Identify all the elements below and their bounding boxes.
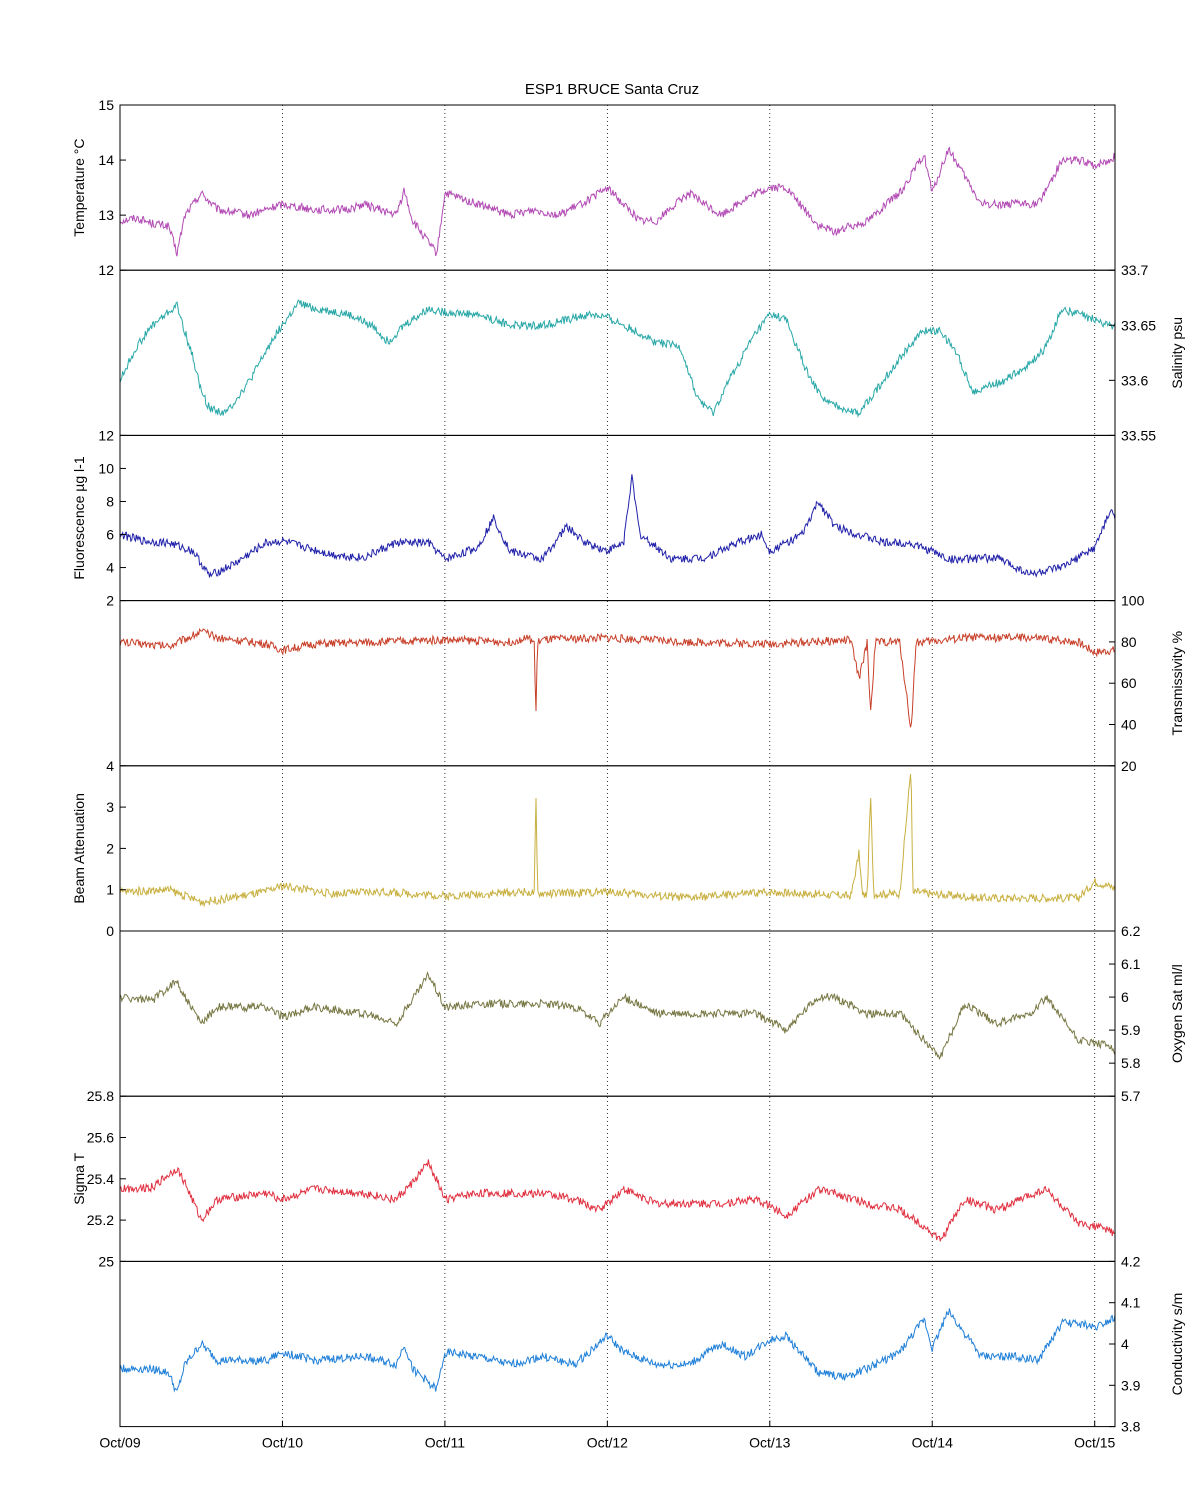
- y-tick-label: 20: [1121, 758, 1137, 774]
- y-axis-label: Sigma T: [71, 1152, 87, 1204]
- y-tick-label: 4.2: [1121, 1253, 1141, 1269]
- y-axis-label: Fluorescence µg l-1: [71, 456, 87, 579]
- series-line: [119, 146, 1116, 257]
- y-tick-label: 80: [1121, 634, 1137, 650]
- y-tick-label: 25.2: [87, 1212, 114, 1228]
- y-tick-label: 60: [1121, 675, 1137, 691]
- y-axis-label: Conductivity s/m: [1169, 1293, 1185, 1396]
- y-tick-label: 1: [106, 882, 114, 898]
- x-tick-label: Oct/14: [912, 1435, 953, 1451]
- y-tick-label: 33.65: [1121, 317, 1156, 333]
- y-tick-label: 0: [106, 923, 114, 939]
- x-tick-label: Oct/15: [1074, 1435, 1115, 1451]
- y-tick-label: 2: [106, 840, 114, 856]
- y-tick-label: 13: [98, 207, 114, 223]
- panel-frame: [119, 930, 1116, 1097]
- series-line: [119, 474, 1116, 578]
- y-tick-label: 6.1: [1121, 956, 1141, 972]
- panel-frame: [119, 765, 1116, 932]
- y-axis-label: Oxygen Sat ml/l: [1169, 964, 1185, 1063]
- y-tick-label: 3.9: [1121, 1377, 1141, 1393]
- y-tick-label: 33.55: [1121, 427, 1156, 443]
- y-tick-label: 3.8: [1121, 1419, 1141, 1435]
- y-axis-label: Beam Attenuation: [71, 793, 87, 904]
- y-tick-label: 12: [98, 262, 114, 278]
- y-tick-label: 2: [106, 593, 114, 609]
- x-tick-label: Oct/13: [749, 1435, 790, 1451]
- panel-frame: [119, 269, 1116, 436]
- y-tick-label: 33.6: [1121, 372, 1148, 388]
- y-axis-label: Temperature °C: [71, 138, 87, 236]
- series-line: [119, 971, 1116, 1061]
- y-tick-label: 5.9: [1121, 1022, 1141, 1038]
- y-tick-label: 14: [98, 152, 114, 168]
- y-tick-label: 100: [1121, 593, 1145, 609]
- series-line: [119, 299, 1116, 418]
- panel-frame: [119, 434, 1116, 602]
- y-tick-label: 40: [1121, 717, 1137, 733]
- y-tick-label: 4: [1121, 1336, 1129, 1352]
- y-tick-label: 8: [106, 493, 114, 509]
- y-tick-label: 6: [1121, 989, 1129, 1005]
- y-tick-label: 5.7: [1121, 1088, 1141, 1104]
- x-tick-label: Oct/10: [262, 1435, 303, 1451]
- x-tick-label: Oct/09: [99, 1435, 140, 1451]
- y-tick-label: 33.7: [1121, 262, 1148, 278]
- series-line: [119, 1159, 1116, 1242]
- series-line: [119, 627, 1116, 728]
- y-tick-label: 10: [98, 460, 114, 476]
- y-tick-label: 15: [98, 97, 114, 113]
- y-axis-label: Salinity psu: [1169, 317, 1185, 389]
- y-tick-label: 4.1: [1121, 1295, 1141, 1311]
- y-tick-label: 6.2: [1121, 923, 1141, 939]
- y-tick-label: 3: [106, 799, 114, 815]
- y-tick-label: 25.8: [87, 1088, 114, 1104]
- series-line: [119, 1308, 1116, 1393]
- panel-frames: [119, 104, 1116, 1428]
- series-line: [119, 773, 1116, 908]
- chart-title: ESP1 BRUCE Santa Cruz: [525, 81, 699, 98]
- y-tick-label: 6: [106, 527, 114, 543]
- panel-frame: [119, 600, 1116, 767]
- y-tick-label: 25: [98, 1253, 114, 1269]
- y-tick-label: 4: [106, 560, 114, 576]
- y-tick-label: 25.4: [87, 1171, 114, 1187]
- x-tick-label: Oct/11: [425, 1435, 465, 1451]
- panel-frame: [119, 1095, 1116, 1262]
- data-series-layer: [119, 146, 1116, 1393]
- y-axis-label: Transmissivity %: [1169, 631, 1185, 736]
- y-tick-label: 4: [106, 758, 114, 774]
- x-tick-label: Oct/12: [587, 1435, 628, 1451]
- y-tick-label: 12: [98, 427, 114, 443]
- y-tick-label: 25.6: [87, 1130, 114, 1146]
- panel-frame: [119, 104, 1116, 271]
- y-tick-label: 5.8: [1121, 1055, 1141, 1071]
